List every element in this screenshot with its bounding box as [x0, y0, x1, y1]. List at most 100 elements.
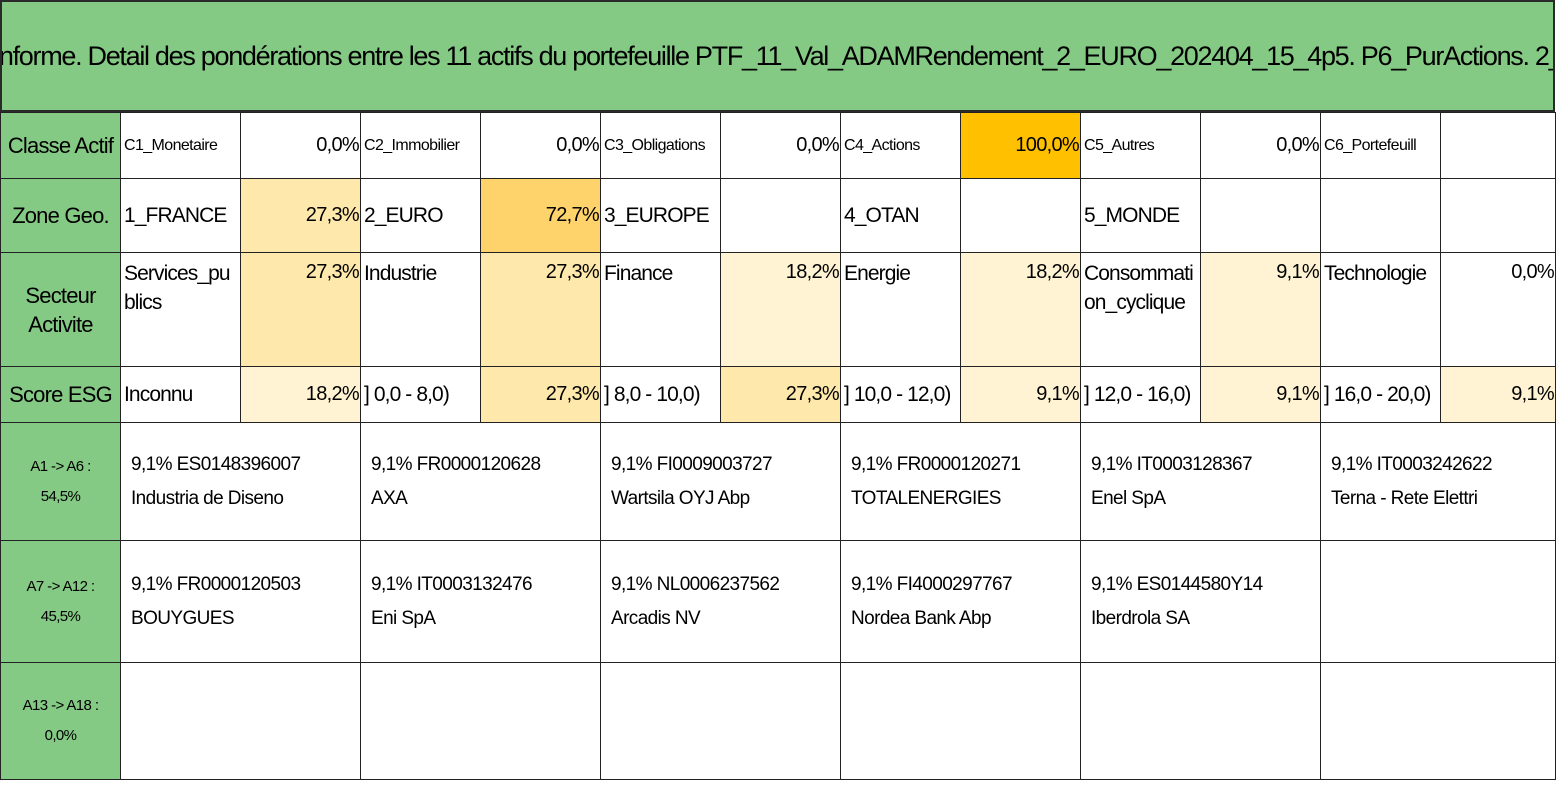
zone-label[interactable]: 2_EURO	[360, 178, 481, 253]
classe-value[interactable]	[1440, 112, 1556, 179]
asset-name: Iberdrola SA	[1091, 607, 1190, 629]
esg-value[interactable]: 9,1%	[1200, 366, 1321, 423]
asset-cell[interactable]	[360, 662, 601, 780]
classe-value[interactable]: 0,0%	[720, 112, 841, 179]
classe-value[interactable]: 100,0%	[960, 112, 1081, 179]
zone-label[interactable]: 4_OTAN	[840, 178, 961, 253]
asset-weight: 9,1%	[371, 453, 413, 475]
classe-label[interactable]: C1_Monetaire	[120, 112, 241, 179]
zone-value[interactable]: 72,7%	[480, 178, 601, 253]
asset-weight: 9,1%	[1331, 453, 1373, 475]
asset-cell[interactable]	[1320, 662, 1556, 780]
asset-name: TOTALENERGIES	[851, 487, 1001, 509]
group-total: 0,0%	[44, 727, 77, 744]
secteur-value[interactable]: 18,2%	[960, 252, 1081, 367]
secteur-value[interactable]: 0,0%	[1440, 252, 1556, 367]
secteur-label[interactable]: Energie	[840, 252, 961, 367]
row-header-secteur: Secteur Activite	[0, 252, 121, 367]
asset-isin: FI4000297767	[896, 573, 1013, 595]
asset-cell[interactable]	[840, 662, 1081, 780]
secteur-value[interactable]: 27,3%	[480, 252, 601, 367]
zone-value[interactable]	[1440, 178, 1556, 253]
asset-weight: 9,1%	[1091, 453, 1133, 475]
asset-cell[interactable]: 9,1% IT0003132476 Eni SpA	[360, 540, 601, 663]
classe-label[interactable]: C3_Obligations	[600, 112, 721, 179]
asset-cell[interactable]: 9,1% NL0006237562 Arcadis NV	[600, 540, 841, 663]
esg-value[interactable]: 27,3%	[720, 366, 841, 423]
asset-group-row: A13 -> A18 : 0,0%	[0, 662, 1556, 780]
esg-value[interactable]: 9,1%	[960, 366, 1081, 423]
classe-label[interactable]: C6_Portefeuill	[1320, 112, 1441, 179]
weights-table: Classe Actif C1_Monetaire 0,0% C2_Immobi…	[0, 112, 1556, 780]
asset-name: Enel SpA	[1091, 487, 1166, 509]
asset-weight: 9,1%	[851, 573, 893, 595]
esg-label[interactable]: ] 10,0 - 12,0)	[840, 366, 961, 423]
esg-value[interactable]: 9,1%	[1440, 366, 1556, 423]
asset-group-row: A1 -> A6 : 54,5% 9,1% ES0148396007 Indust…	[0, 422, 1556, 541]
classe-value[interactable]: 0,0%	[480, 112, 601, 179]
classe-label[interactable]: C2_Immobilier	[360, 112, 481, 179]
asset-cell[interactable]: 9,1% FR0000120503 BOUYGUES	[120, 540, 361, 663]
asset-cell[interactable]: 9,1% IT0003128367 Enel SpA	[1080, 422, 1321, 541]
asset-isin: FI0009003727	[656, 453, 773, 475]
esg-value[interactable]: 18,2%	[240, 366, 361, 423]
asset-cell[interactable]: 9,1% FR0000120628 AXA	[360, 422, 601, 541]
esg-label[interactable]: Inconnu	[120, 366, 241, 423]
row-header-esg: Score ESG	[0, 366, 121, 423]
zone-geo-row: Zone Geo. 1_FRANCE 27,3% 2_EURO 72,7% 3_…	[0, 178, 1556, 253]
secteur-label[interactable]: Technologie	[1320, 252, 1441, 367]
asset-cell[interactable]: 9,1% FI0009003727 Wartsila OYJ Abp	[600, 422, 841, 541]
esg-label[interactable]: ] 12,0 - 16,0)	[1080, 366, 1201, 423]
group-header: A7 -> A12 : 45,5%	[0, 540, 121, 663]
asset-cell[interactable]	[600, 662, 841, 780]
row-header-zone: Zone Geo.	[0, 178, 121, 253]
classe-label[interactable]: C4_Actions	[840, 112, 961, 179]
group-total: 54,5%	[40, 487, 81, 505]
secteur-value[interactable]: 18,2%	[720, 252, 841, 367]
zone-value[interactable]	[720, 178, 841, 253]
secteur-label[interactable]: Industrie	[360, 252, 481, 367]
group-range: A7 -> A12 :	[26, 577, 95, 595]
asset-name: Nordea Bank Abp	[851, 607, 992, 629]
secteur-label[interactable]: Consommation_cyclique	[1080, 252, 1201, 367]
row-header-classe: Classe Actif	[0, 112, 121, 179]
asset-cell[interactable]: 9,1% FR0000120271 TOTALENERGIES	[840, 422, 1081, 541]
classe-value[interactable]: 0,0%	[1200, 112, 1321, 179]
asset-cell[interactable]	[1320, 540, 1556, 663]
zone-value[interactable]	[1200, 178, 1321, 253]
secteur-value[interactable]: 27,3%	[240, 252, 361, 367]
classe-label[interactable]: C5_Autres	[1080, 112, 1201, 179]
zone-label[interactable]: 5_MONDE	[1080, 178, 1201, 253]
classe-value[interactable]: 0,0%	[240, 112, 361, 179]
esg-label[interactable]: ] 0,0 - 8,0)	[360, 366, 481, 423]
asset-weight: 9,1%	[371, 573, 413, 595]
zone-label[interactable]: 3_EUROPE	[600, 178, 721, 253]
esg-value[interactable]: 27,3%	[480, 366, 601, 423]
asset-cell[interactable]: 9,1% ES0144580Y14 Iberdrola SA	[1080, 540, 1321, 663]
group-range: A13 -> A18 :	[22, 697, 99, 714]
asset-isin: ES0148396007	[176, 453, 301, 475]
zone-label[interactable]	[1320, 178, 1441, 253]
asset-cell[interactable]: 9,1% FI4000297767 Nordea Bank Abp	[840, 540, 1081, 663]
secteur-label[interactable]: Finance	[600, 252, 721, 367]
asset-isin: NL0006237562	[656, 573, 780, 595]
secteur-row: Secteur Activite Services_publics 27,3% …	[0, 252, 1556, 367]
asset-name: AXA	[371, 487, 408, 509]
secteur-value[interactable]: 9,1%	[1200, 252, 1321, 367]
report-title: ADAM Informe. Detail des pondérations en…	[0, 0, 1555, 112]
asset-weight: 9,1%	[131, 453, 173, 475]
esg-label[interactable]: ] 8,0 - 10,0)	[600, 366, 721, 423]
zone-value[interactable]	[960, 178, 1081, 253]
asset-cell[interactable]	[1080, 662, 1321, 780]
esg-label[interactable]: ] 16,0 - 20,0)	[1320, 366, 1441, 423]
zone-value[interactable]: 27,3%	[240, 178, 361, 253]
zone-label[interactable]: 1_FRANCE	[120, 178, 241, 253]
asset-isin: FR0000120271	[896, 453, 1021, 475]
asset-cell[interactable]	[120, 662, 361, 780]
asset-cell[interactable]: 9,1% IT0003242622 Terna - Rete Elettri	[1320, 422, 1556, 541]
group-header: A13 -> A18 : 0,0%	[0, 662, 121, 780]
classe-actif-row: Classe Actif C1_Monetaire 0,0% C2_Immobi…	[0, 112, 1556, 179]
asset-cell[interactable]: 9,1% ES0148396007 Industria de Diseno	[120, 422, 361, 541]
secteur-label[interactable]: Services_publics	[120, 252, 241, 367]
asset-isin: IT0003128367	[1136, 453, 1253, 475]
